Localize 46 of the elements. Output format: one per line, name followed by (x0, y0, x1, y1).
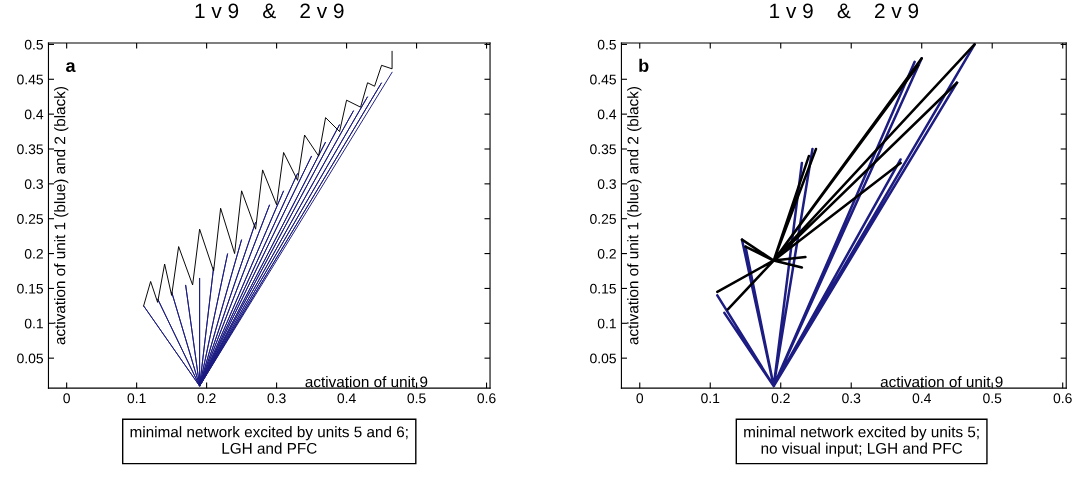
x-tick-label: 0.5 (407, 393, 426, 404)
y-tick-label: 0.3 (597, 179, 616, 190)
y-tick-label: 0.2 (597, 248, 616, 259)
x-axis-title: activation of unit 9 (305, 376, 428, 388)
y-tick-label: 0.45 (590, 74, 616, 85)
x-tick-label: 0.2 (771, 393, 790, 404)
chart-title: 1 v 9 & 2 v 9 (195, 3, 344, 19)
y-tick-label: 0.4 (24, 109, 44, 120)
y-tick-label: 0.1 (597, 318, 616, 329)
x-tick-label: 0.4 (337, 393, 356, 404)
x-tick-label: 0.4 (912, 393, 931, 404)
text: minimal network excited by units 5 and 6; LGH and PFC (130, 426, 408, 454)
y-axis-title: activation of unit 1 (blue) and 2 (black) (627, 87, 642, 345)
annotation: b (639, 58, 649, 73)
text: minimal network excited by units 5; no visual input; LGH and PFC (744, 426, 979, 457)
line-series (143, 50, 393, 307)
x-tick-label: 0.3 (842, 393, 861, 404)
x-tick-label: 0.6 (477, 393, 496, 404)
y-tick-label: 0.15 (590, 283, 616, 294)
y-tick-label: 0.5 (597, 39, 616, 50)
x-tick-label: 0.3 (267, 393, 286, 404)
chart-title: 1 v 9 & 2 v 9 (770, 3, 919, 19)
y-tick-label: 0.25 (590, 214, 616, 224)
x-tick-label: 0.2 (197, 393, 216, 404)
x-tick-label: 0.1 (127, 393, 146, 404)
y-tick-label: 0.3 (24, 179, 43, 190)
y-tick-label: 0.35 (17, 144, 44, 155)
y-tick-label: 0.1 (24, 318, 43, 329)
y-axis-title: activation of unit 1 (blue) and 2 (black) (54, 87, 69, 345)
annotation: a (66, 62, 76, 73)
y-tick-label: 0.05 (590, 353, 616, 364)
x-tick-label: 0.1 (701, 393, 720, 404)
y-tick-label: 0.2 (24, 248, 43, 259)
x-axis-title: activation of unit 9 (880, 376, 1003, 388)
y-tick-label: 0.5 (24, 39, 44, 50)
y-tick-label: 0.35 (590, 144, 616, 155)
x-tick-label: 0 (636, 393, 644, 404)
y-tick-label: 0.4 (597, 109, 617, 120)
y-tick-label: 0.45 (17, 74, 44, 85)
x-tick-label: 0.5 (983, 393, 1002, 404)
y-tick-label: 0.15 (17, 283, 44, 294)
x-tick-label: 0 (63, 393, 70, 404)
y-tick-label: 0.05 (17, 353, 44, 364)
x-tick-label: 0.6 (1053, 393, 1072, 404)
y-tick-label: 0.25 (17, 214, 44, 224)
line-series (143, 71, 393, 387)
